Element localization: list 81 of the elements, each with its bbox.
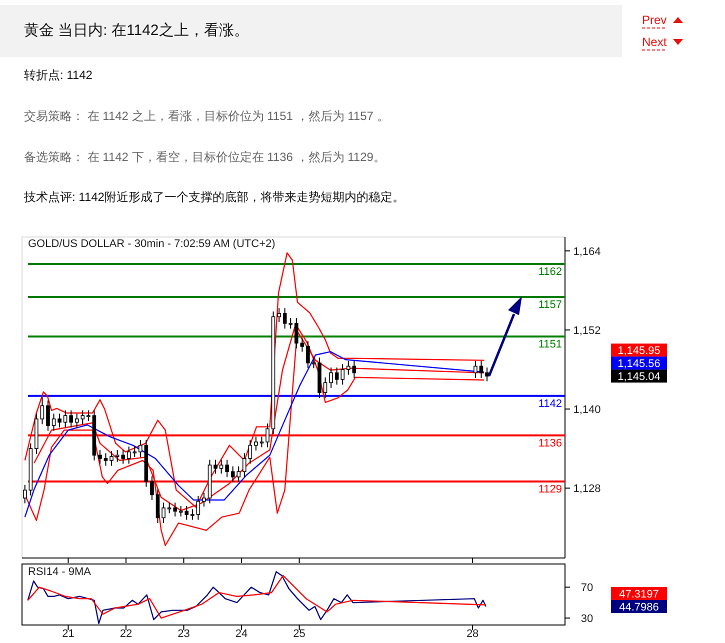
candlestick xyxy=(323,376,328,398)
ref-line-label: 1142 xyxy=(538,398,562,410)
candlestick xyxy=(306,340,310,369)
text: 1,145.04 xyxy=(618,371,660,384)
y-tick-label: 1,164 xyxy=(573,246,601,258)
y-tick-label: 1,140 xyxy=(573,404,601,416)
candlestick xyxy=(236,466,241,483)
candlestick xyxy=(346,360,350,376)
candlestick xyxy=(69,410,73,428)
x-tick-label: 25 xyxy=(293,628,306,640)
chart-title: RSI14 - 9MA xyxy=(28,566,92,578)
text: Next xyxy=(642,35,668,49)
candlestick xyxy=(173,502,177,517)
ref-line-label: 1157 xyxy=(538,298,562,311)
candlestick xyxy=(190,508,194,520)
candlestick xyxy=(74,413,79,428)
candlestick xyxy=(277,308,281,323)
candlestick xyxy=(254,436,258,452)
text: 1,145.95 xyxy=(618,345,660,358)
chart-title: GOLD/US DOLLAR - 30min - 7:02:59 AM (UTC+2) xyxy=(28,238,276,250)
candlestick xyxy=(312,357,316,369)
candlestick xyxy=(63,410,68,428)
y-tick-label: 30 xyxy=(580,613,594,626)
candlestick xyxy=(242,452,246,478)
x-tick-label: 21 xyxy=(62,628,74,640)
x-tick-label: 28 xyxy=(466,628,479,640)
y-tick-label: 1,128 xyxy=(573,483,601,496)
candlestick xyxy=(196,496,200,520)
y-tick-label: 1,152 xyxy=(573,324,601,337)
y-tick-label: 70 xyxy=(580,582,594,594)
candlestick xyxy=(46,400,50,432)
candlestick xyxy=(110,450,114,466)
text: 转折点: 1142 xyxy=(24,68,93,82)
candlestick xyxy=(225,459,229,478)
x-tick-label: 24 xyxy=(235,628,248,640)
ref-line-label: 1136 xyxy=(538,437,562,450)
candlestick xyxy=(167,502,172,514)
candlestick xyxy=(230,466,235,483)
ref-line-label: 1151 xyxy=(538,338,562,351)
candlestick xyxy=(214,459,218,474)
candlestick xyxy=(294,318,298,349)
line-series xyxy=(27,575,486,619)
text: Prev xyxy=(642,13,667,27)
candlestick xyxy=(329,367,333,388)
candlestick xyxy=(22,484,27,504)
text: 44.7986 xyxy=(619,601,659,614)
candlestick xyxy=(288,318,293,330)
candlestick xyxy=(58,413,62,428)
candlestick xyxy=(121,449,125,464)
candlestick xyxy=(474,360,478,379)
text: 黄金 当日内: 在1142之上，看涨。 xyxy=(24,22,249,39)
x-tick-label: 22 xyxy=(120,628,132,640)
candlestick xyxy=(104,452,108,466)
ref-line-label: 1162 xyxy=(538,266,562,278)
candlestick xyxy=(282,308,287,330)
candlestick xyxy=(300,337,304,352)
candlestick xyxy=(52,413,56,432)
ref-line-label: 1129 xyxy=(538,484,562,496)
candlestick xyxy=(219,459,224,474)
candlestick xyxy=(266,423,270,448)
text: 47.3197 xyxy=(619,588,659,600)
candlestick xyxy=(150,476,154,500)
x-tick-label: 23 xyxy=(178,628,190,640)
text: 交易策略： 在 1142 之上，看涨，目标价位为 1151 ，然后为 1157 。 xyxy=(24,109,389,123)
candlestick xyxy=(485,367,489,382)
text: 1,145.56 xyxy=(618,358,660,370)
candlestick xyxy=(334,367,339,386)
candlestick xyxy=(340,364,344,386)
candlestick xyxy=(80,410,85,425)
candlestick xyxy=(162,502,166,524)
candlestick xyxy=(260,436,264,448)
candlestick xyxy=(202,492,206,508)
candlestick xyxy=(156,488,160,524)
candlestick xyxy=(98,449,102,464)
candlestick xyxy=(40,396,44,425)
candlestick xyxy=(248,440,252,464)
candlestick xyxy=(86,410,90,422)
candlestick xyxy=(115,449,120,462)
candlestick xyxy=(138,440,142,458)
text: 备选策略： 在 1142 下，看空，目标价位定在 1136 ，然后为 1129。 xyxy=(24,150,386,164)
text: 技术点评: 1142附近形成了一个支撑的底部，将带来走势短期内的稳定。 xyxy=(23,190,404,204)
